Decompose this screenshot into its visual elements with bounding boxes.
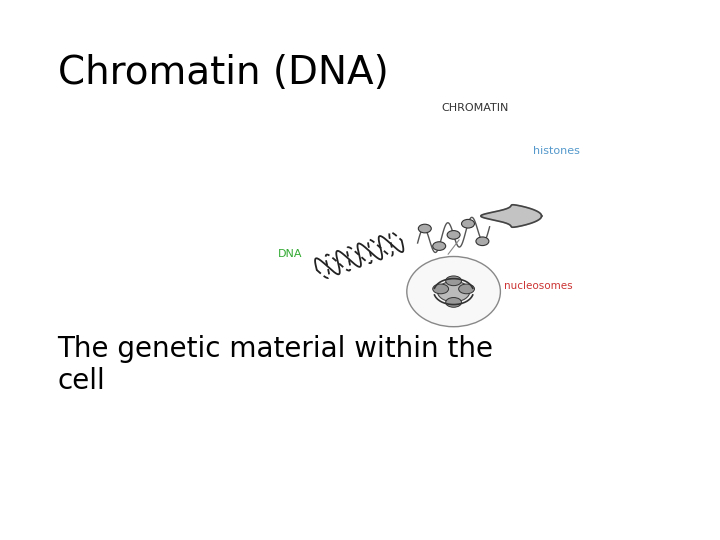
Ellipse shape — [462, 219, 474, 228]
Text: DNA: DNA — [278, 249, 302, 259]
Ellipse shape — [433, 284, 449, 294]
Text: Chromatin (DNA): Chromatin (DNA) — [58, 54, 388, 92]
Text: The genetic material within the
cell: The genetic material within the cell — [58, 335, 494, 395]
Ellipse shape — [476, 237, 489, 246]
Ellipse shape — [418, 224, 431, 233]
Circle shape — [407, 256, 500, 327]
Ellipse shape — [438, 281, 470, 302]
Ellipse shape — [447, 231, 460, 239]
Text: histones: histones — [533, 146, 580, 156]
Text: CHROMATIN: CHROMATIN — [441, 103, 509, 113]
Polygon shape — [481, 205, 541, 227]
Ellipse shape — [433, 242, 446, 251]
Ellipse shape — [459, 284, 474, 294]
Text: nucleosomes: nucleosomes — [504, 281, 572, 291]
Ellipse shape — [446, 276, 462, 286]
Ellipse shape — [446, 298, 462, 307]
